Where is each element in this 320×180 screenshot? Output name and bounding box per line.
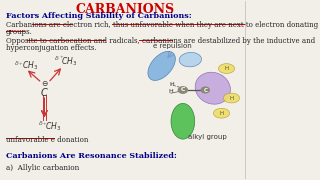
Text: $CH_3$: $CH_3$ bbox=[60, 55, 77, 68]
Text: H: H bbox=[220, 111, 224, 116]
Text: C: C bbox=[180, 87, 185, 92]
Ellipse shape bbox=[213, 108, 230, 118]
Ellipse shape bbox=[223, 93, 240, 103]
Circle shape bbox=[178, 87, 187, 93]
Ellipse shape bbox=[195, 72, 230, 104]
Text: $C$: $C$ bbox=[40, 86, 49, 98]
Text: unfavorable e donation: unfavorable e donation bbox=[6, 136, 88, 143]
Ellipse shape bbox=[148, 51, 175, 80]
Text: H: H bbox=[229, 96, 234, 101]
Text: alkyl group: alkyl group bbox=[188, 134, 227, 140]
Text: H: H bbox=[168, 89, 172, 94]
Text: $\delta_+$: $\delta_+$ bbox=[14, 59, 24, 68]
Text: CARBANIONS: CARBANIONS bbox=[76, 3, 175, 16]
Text: $CH_3$: $CH_3$ bbox=[22, 60, 38, 72]
Ellipse shape bbox=[219, 64, 235, 73]
Text: $\delta_+$: $\delta_+$ bbox=[38, 119, 48, 128]
Text: groups.: groups. bbox=[6, 28, 33, 36]
Text: Factors Affecting Stability of Carbanions:: Factors Affecting Stability of Carbanion… bbox=[6, 12, 191, 20]
Circle shape bbox=[201, 87, 209, 93]
Text: Opposite to carbocation and radicals, carbanions are destabilized by the inducti: Opposite to carbocation and radicals, ca… bbox=[6, 37, 315, 45]
Text: $\ominus$: $\ominus$ bbox=[41, 79, 48, 88]
Text: $\delta^+$: $\delta^+$ bbox=[54, 54, 65, 62]
Text: Carbanions are electron rich, thus unfavorable when they are next to electron do: Carbanions are electron rich, thus unfav… bbox=[6, 21, 318, 29]
Text: a)  Allylic carbanion: a) Allylic carbanion bbox=[6, 164, 79, 172]
Text: hyperconjugation effects.: hyperconjugation effects. bbox=[6, 44, 96, 52]
Ellipse shape bbox=[171, 103, 195, 139]
Text: Carbanions Are Resonance Stabilized:: Carbanions Are Resonance Stabilized: bbox=[6, 152, 177, 160]
Text: H: H bbox=[224, 66, 228, 71]
Text: H: H bbox=[169, 82, 174, 87]
Ellipse shape bbox=[179, 52, 202, 67]
Text: C: C bbox=[203, 87, 207, 93]
Text: $CH_3$: $CH_3$ bbox=[45, 120, 61, 133]
Text: e repulsion: e repulsion bbox=[154, 43, 192, 49]
